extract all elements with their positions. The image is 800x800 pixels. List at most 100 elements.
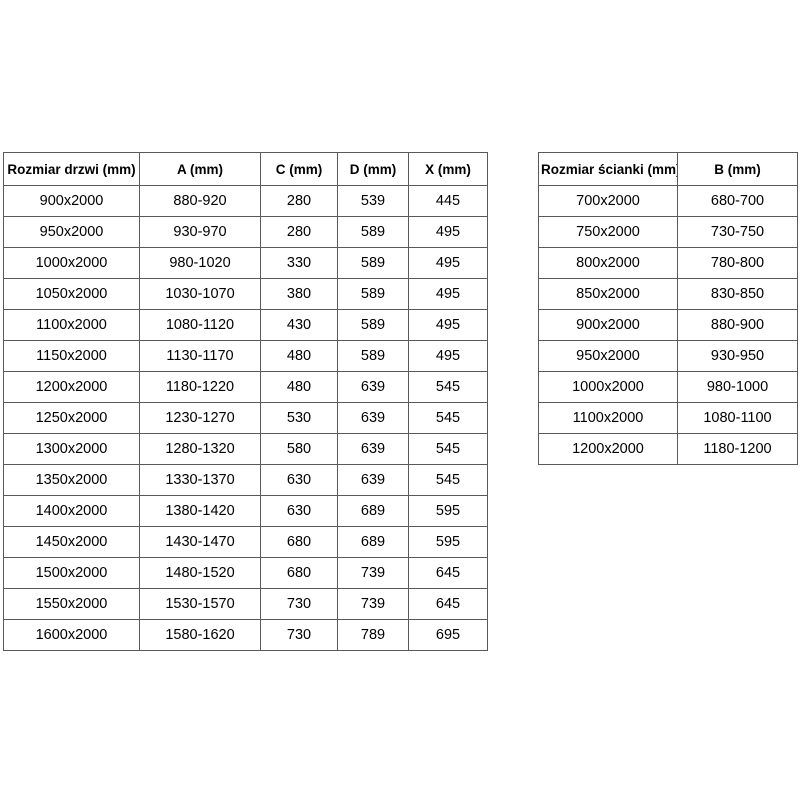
table-cell: 1550x2000 xyxy=(3,588,140,620)
table-row: 1300x2000 1280-1320 580 639 545 xyxy=(3,433,488,465)
table-cell: 1450x2000 xyxy=(3,526,140,558)
table-cell: 639 xyxy=(337,464,409,496)
table-cell: 545 xyxy=(408,371,488,403)
table-cell: 539 xyxy=(337,185,409,217)
table-cell: 430 xyxy=(260,309,338,341)
table-cell: 1300x2000 xyxy=(3,433,140,465)
column-header: A (mm) xyxy=(139,152,261,186)
table-cell: 1000x2000 xyxy=(538,371,678,403)
table-cell: 1230-1270 xyxy=(139,402,261,434)
table-cell: 380 xyxy=(260,278,338,310)
table-cell: 1180-1200 xyxy=(677,433,798,465)
column-header: Rozmiar ścianki (mm) xyxy=(538,152,678,186)
table-cell: 730 xyxy=(260,619,338,651)
table-row: 1150x2000 1130-1170 480 589 495 xyxy=(3,340,488,372)
table-cell: 639 xyxy=(337,371,409,403)
table-row: 1500x2000 1480-1520 680 739 645 xyxy=(3,557,488,589)
table-cell: 595 xyxy=(408,495,488,527)
table-cell: 689 xyxy=(337,495,409,527)
table-cell: 1130-1170 xyxy=(139,340,261,372)
table-cell: 280 xyxy=(260,216,338,248)
table-row: 1100x2000 1080-1100 xyxy=(538,402,798,434)
table-cell: 980-1000 xyxy=(677,371,798,403)
table-cell: 739 xyxy=(337,588,409,620)
table-row: 1450x2000 1430-1470 680 689 595 xyxy=(3,526,488,558)
table-cell: 495 xyxy=(408,309,488,341)
table-cell: 1030-1070 xyxy=(139,278,261,310)
table-row: 1000x2000 980-1000 xyxy=(538,371,798,403)
table-cell: 495 xyxy=(408,216,488,248)
table-cell: 1100x2000 xyxy=(538,402,678,434)
table-cell: 630 xyxy=(260,495,338,527)
table-row: 1400x2000 1380-1420 630 689 595 xyxy=(3,495,488,527)
table-row: 950x2000 930-950 xyxy=(538,340,798,372)
table-cell: 495 xyxy=(408,247,488,279)
table-row: 900x2000 880-920 280 539 445 xyxy=(3,185,488,217)
table-cell: 580 xyxy=(260,433,338,465)
table-row: 800x2000 780-800 xyxy=(538,247,798,279)
table-cell: 1080-1120 xyxy=(139,309,261,341)
table-cell: 445 xyxy=(408,185,488,217)
table-cell: 830-850 xyxy=(677,278,798,310)
table-row: 1200x2000 1180-1220 480 639 545 xyxy=(3,371,488,403)
table-cell: 1250x2000 xyxy=(3,402,140,434)
table-cell: 1400x2000 xyxy=(3,495,140,527)
table-row: 1550x2000 1530-1570 730 739 645 xyxy=(3,588,488,620)
table-cell: 900x2000 xyxy=(538,309,678,341)
table-cell: 545 xyxy=(408,402,488,434)
table-cell: 750x2000 xyxy=(538,216,678,248)
table-cell: 545 xyxy=(408,464,488,496)
table-cell: 645 xyxy=(408,588,488,620)
table-cell: 1000x2000 xyxy=(3,247,140,279)
table-cell: 695 xyxy=(408,619,488,651)
table-cell: 730 xyxy=(260,588,338,620)
table-cell: 1580-1620 xyxy=(139,619,261,651)
table-cell: 480 xyxy=(260,371,338,403)
table-cell: 1200x2000 xyxy=(3,371,140,403)
table-row: 1600x2000 1580-1620 730 789 695 xyxy=(3,619,488,651)
table-cell: 495 xyxy=(408,340,488,372)
table-cell: 730-750 xyxy=(677,216,798,248)
table-row: 950x2000 930-970 280 589 495 xyxy=(3,216,488,248)
table-cell: 589 xyxy=(337,247,409,279)
table-cell: 1050x2000 xyxy=(3,278,140,310)
column-header: B (mm) xyxy=(677,152,798,186)
table-cell: 1530-1570 xyxy=(139,588,261,620)
table-cell: 680-700 xyxy=(677,185,798,217)
table-row: 850x2000 830-850 xyxy=(538,278,798,310)
table-cell: 980-1020 xyxy=(139,247,261,279)
column-header: C (mm) xyxy=(260,152,338,186)
table-row: 1250x2000 1230-1270 530 639 545 xyxy=(3,402,488,434)
table-cell: 530 xyxy=(260,402,338,434)
wall-panel-sizes-table: Rozmiar ścianki (mm) B (mm) 700x2000 680-70… xyxy=(538,152,798,465)
column-header: Rozmiar drzwi (mm) xyxy=(3,152,140,186)
table-cell: 645 xyxy=(408,557,488,589)
table-cell: 800x2000 xyxy=(538,247,678,279)
table-cell: 1500x2000 xyxy=(3,557,140,589)
table-cell: 1350x2000 xyxy=(3,464,140,496)
table-cell: 900x2000 xyxy=(3,185,140,217)
table-cell: 1330-1370 xyxy=(139,464,261,496)
table-cell: 1150x2000 xyxy=(3,340,140,372)
table-cell: 850x2000 xyxy=(538,278,678,310)
table-cell: 639 xyxy=(337,402,409,434)
table-cell: 739 xyxy=(337,557,409,589)
table-cell: 930-950 xyxy=(677,340,798,372)
table-cell: 789 xyxy=(337,619,409,651)
table-cell: 1380-1420 xyxy=(139,495,261,527)
table-row: 750x2000 730-750 xyxy=(538,216,798,248)
table-cell: 280 xyxy=(260,185,338,217)
table-cell: 880-900 xyxy=(677,309,798,341)
table-cell: 330 xyxy=(260,247,338,279)
table-cell: 589 xyxy=(337,340,409,372)
header-row: Rozmiar drzwi (mm) A (mm) C (mm) D (mm) X (m… xyxy=(3,152,488,186)
table-cell: 545 xyxy=(408,433,488,465)
table-cell: 589 xyxy=(337,216,409,248)
column-header: D (mm) xyxy=(337,152,409,186)
table-cell: 689 xyxy=(337,526,409,558)
table-cell: 680 xyxy=(260,526,338,558)
table-cell: 630 xyxy=(260,464,338,496)
table-cell: 1600x2000 xyxy=(3,619,140,651)
table-row: 900x2000 880-900 xyxy=(538,309,798,341)
